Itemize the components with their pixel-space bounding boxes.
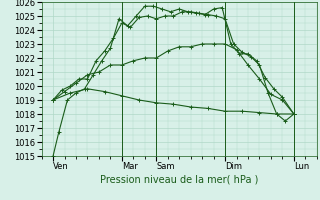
X-axis label: Pression niveau de la mer( hPa ): Pression niveau de la mer( hPa ) [100,174,258,184]
